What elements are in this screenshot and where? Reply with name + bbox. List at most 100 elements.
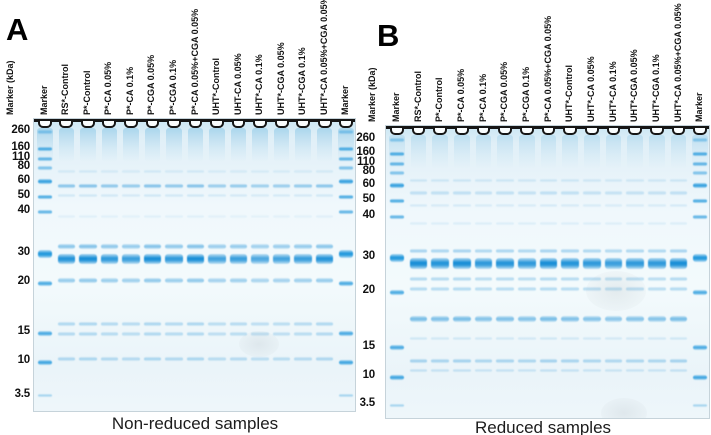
protein-band: [294, 356, 312, 361]
marker-value: 3.5: [14, 387, 31, 400]
protein-band: [604, 315, 623, 322]
well: [671, 128, 686, 135]
protein-band: [251, 193, 269, 197]
protein-band: [496, 337, 514, 341]
protein-band: [518, 315, 536, 322]
protein-band: [315, 193, 334, 197]
protein-band: [143, 277, 162, 283]
well: [317, 121, 332, 128]
protein-band: [229, 244, 248, 250]
protein-band: [604, 276, 623, 281]
marker-band: [693, 171, 708, 176]
lane-top-streak: [519, 135, 535, 169]
marker-value: 260: [356, 132, 375, 145]
protein-band: [539, 191, 558, 196]
protein-band: [79, 184, 97, 189]
gel-photo-panel-a: [33, 118, 356, 412]
protein-band: [648, 179, 666, 183]
well: [59, 121, 74, 128]
protein-band: [100, 331, 119, 336]
lane-label: UHT-CA 0.05%: [232, 53, 243, 115]
protein-band: [165, 253, 183, 264]
protein-band: [57, 184, 76, 189]
protein-band: [409, 221, 428, 225]
protein-band: [669, 276, 688, 281]
protein-band: [583, 221, 601, 225]
lane-top-streak: [432, 135, 448, 169]
protein-band: [294, 214, 312, 218]
protein-band: [409, 258, 428, 270]
well: [541, 128, 556, 135]
marker-value: 160: [356, 145, 375, 158]
protein-band: [604, 204, 623, 208]
protein-band: [604, 221, 623, 225]
protein-band: [100, 184, 119, 189]
protein-band: [251, 277, 269, 283]
well: [210, 121, 224, 128]
protein-band: [79, 321, 97, 326]
marker-value: 110: [12, 150, 30, 163]
marker-band: [693, 374, 708, 380]
marker-band: [389, 403, 404, 407]
protein-band: [165, 244, 183, 250]
protein-band: [409, 287, 428, 292]
protein-band: [79, 244, 97, 250]
lane-top-streak: [670, 135, 687, 169]
protein-band: [474, 221, 493, 225]
protein-band: [518, 248, 536, 253]
protein-band: [208, 356, 226, 361]
well: [124, 121, 138, 128]
protein-band: [669, 369, 688, 373]
lane-top-streak: [58, 128, 75, 162]
protein-band: [409, 191, 428, 196]
protein-band: [561, 191, 579, 196]
protein-band: [474, 258, 493, 270]
marker-value: 20: [17, 275, 31, 288]
protein-band: [315, 277, 334, 283]
protein-band: [294, 277, 312, 283]
protein-band: [626, 191, 644, 196]
lane-label: P*-CA 0.05%: [455, 68, 466, 122]
protein-band: [165, 214, 183, 218]
marker-band: [693, 254, 708, 262]
marker-band: [693, 161, 708, 166]
protein-band: [251, 331, 269, 336]
marker-value: 30: [17, 245, 31, 258]
lane-top-streak: [295, 128, 311, 162]
protein-band: [669, 315, 688, 322]
marker-band: [389, 374, 404, 380]
protein-band: [561, 258, 579, 270]
protein-band: [431, 337, 449, 341]
protein-band: [186, 214, 205, 218]
gel-photo-panel-b: [385, 125, 710, 419]
protein-band: [208, 184, 226, 189]
lane-label: UHT*-Control: [211, 58, 222, 115]
lane-label: UHT*-CA 0.05%+CGA 0.05%: [318, 0, 329, 115]
protein-band: [294, 321, 312, 326]
protein-band: [251, 184, 269, 189]
protein-band: [57, 321, 76, 326]
lane-top-streak: [584, 135, 600, 169]
protein-band: [669, 287, 688, 292]
lane-top-streak: [80, 128, 96, 162]
well: [167, 121, 181, 128]
protein-band: [539, 179, 558, 183]
protein-band: [122, 321, 140, 326]
protein-band: [474, 248, 493, 253]
lane-top-streak: [627, 135, 643, 169]
well: [411, 128, 426, 135]
marker-value: 10: [362, 369, 376, 382]
panel-b-letter: B: [377, 18, 400, 53]
protein-band: [583, 248, 601, 253]
protein-band: [626, 358, 644, 363]
protein-band: [79, 169, 97, 173]
lane-top-streak: [410, 135, 427, 169]
well: [433, 128, 448, 135]
protein-band: [57, 356, 76, 361]
protein-band: [583, 358, 601, 363]
protein-band: [143, 184, 162, 189]
lane-label: P*-CGA 0.1%: [167, 59, 178, 115]
protein-band: [626, 179, 644, 183]
protein-band: [143, 321, 162, 326]
